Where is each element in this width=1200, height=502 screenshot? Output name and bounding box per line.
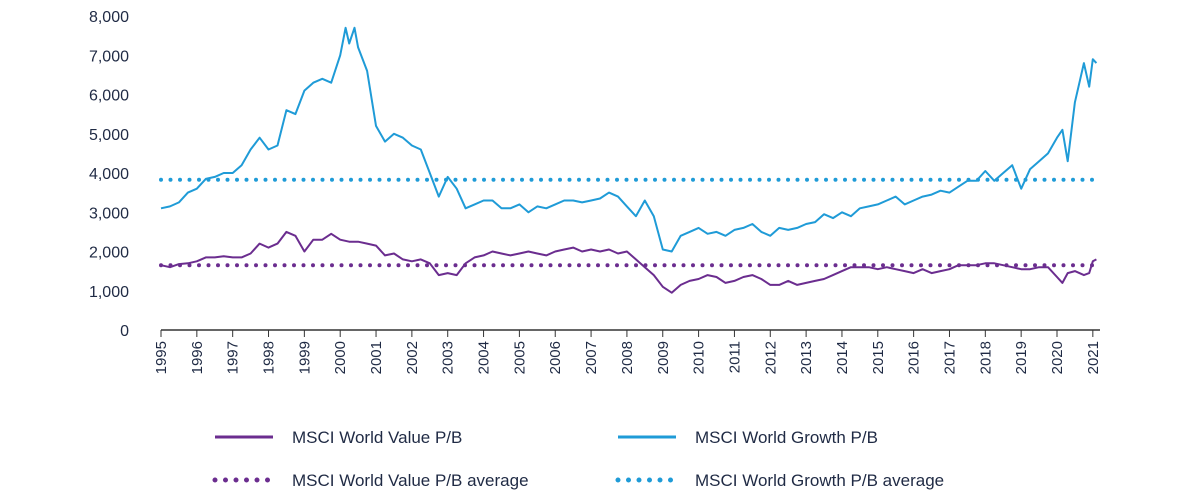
x-tick-label: 2020 <box>1049 341 1066 374</box>
y-tick-label: 7,000 <box>89 48 129 65</box>
x-tick-label: 1995 <box>153 341 170 374</box>
x-tick-label: 2014 <box>834 341 851 374</box>
y-tick-label: 6,000 <box>89 88 129 105</box>
x-tick-label: 2019 <box>1013 341 1030 374</box>
x-tick-label: 2018 <box>977 341 994 374</box>
x-tick-label: 2012 <box>762 341 779 374</box>
x-tick-label: 1996 <box>189 341 206 374</box>
series-lines <box>160 26 1098 294</box>
average-lines <box>159 177 1099 268</box>
series-line-0 <box>160 230 1097 294</box>
legend-item: MSCI World Value P/B <box>215 428 462 447</box>
x-tick-label: 2000 <box>332 341 349 374</box>
x-tick-label: 2009 <box>655 341 672 374</box>
y-tick-label: 2,000 <box>89 245 129 262</box>
legend-item: MSCI World Growth P/B average <box>615 471 944 490</box>
x-tick-label: 2015 <box>870 341 887 374</box>
x-tick-label: 2011 <box>726 341 743 373</box>
legend-label: MSCI World Value P/B average <box>292 471 529 490</box>
x-tick-label: 2010 <box>691 341 708 374</box>
legend: MSCI World Value P/B MSCI World Growth P/… <box>212 428 944 490</box>
x-tick-label: 2006 <box>547 341 564 374</box>
x-tick-label: 2003 <box>440 341 457 374</box>
legend-label: MSCI World Growth P/B <box>695 428 878 447</box>
y-tick-label: 0 <box>120 323 129 340</box>
y-tick-label: 1,000 <box>89 284 129 301</box>
x-axis-ticks: 1995 1996 1997 1998 1999 2000 2001 2002 2003 2004… <box>153 330 1102 374</box>
legend-label: MSCI World Value P/B <box>292 428 462 447</box>
x-tick-label: 2004 <box>476 341 493 374</box>
y-tick-label: 4,000 <box>89 166 129 183</box>
x-tick-label: 2008 <box>619 341 636 374</box>
x-tick-label: 2017 <box>941 341 958 374</box>
y-tick-label: 3,000 <box>89 205 129 222</box>
legend-item: MSCI World Value P/B average <box>212 471 529 490</box>
x-tick-label: 1998 <box>261 341 278 374</box>
x-tick-label: 2016 <box>906 341 923 374</box>
y-tick-label: 8,000 <box>89 9 129 26</box>
x-tick-label: 1999 <box>296 341 313 374</box>
x-tick-label: 2005 <box>511 341 528 374</box>
x-tick-label: 2007 <box>583 341 600 374</box>
x-tick-label: 2002 <box>404 341 421 374</box>
x-tick-label: 1997 <box>225 341 242 374</box>
legend-label: MSCI World Growth P/B average <box>695 471 944 490</box>
x-tick-label: 2001 <box>368 341 385 374</box>
y-axis-tick-labels: 0 1,000 2,000 3,000 4,000 5,000 6,000 7,000 8,00… <box>89 9 129 340</box>
y-tick-label: 5,000 <box>89 127 129 144</box>
x-tick-label: 2021 <box>1085 341 1102 374</box>
series-line-1 <box>160 26 1098 253</box>
x-tick-label: 2013 <box>798 341 815 374</box>
legend-item: MSCI World Growth P/B <box>618 428 878 447</box>
